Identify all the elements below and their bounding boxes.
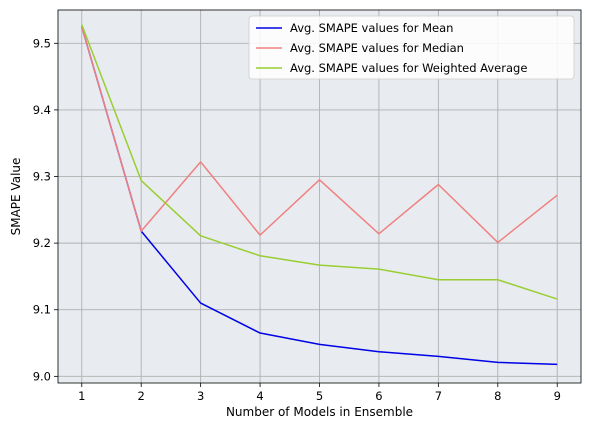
x-tick-label: 8 <box>494 389 501 403</box>
y-axis: 9.0 9.1 9.2 9.3 9.4 9.5 <box>33 36 58 383</box>
series-line-2 <box>81 26 558 244</box>
x-tick-label: 1 <box>78 389 85 403</box>
legend-label-2: Avg. SMAPE values for Median <box>290 41 464 55</box>
y-tick-label: 9.0 <box>33 369 51 383</box>
y-tick-label: 9.4 <box>33 103 51 117</box>
series-line-1 <box>81 26 558 366</box>
x-tick-label: 3 <box>197 389 204 403</box>
y-tick-label: 9.5 <box>33 36 51 50</box>
series-line-3 <box>81 24 558 300</box>
x-tick-label: 4 <box>256 389 263 403</box>
y-axis-label: SMAPE Value <box>9 158 23 236</box>
x-axis: 1 2 3 4 5 6 7 8 9 <box>78 383 561 403</box>
x-tick-label: 2 <box>138 389 145 403</box>
x-tick-label: 9 <box>554 389 561 403</box>
y-tick-label: 9.1 <box>33 303 51 317</box>
x-axis-label: Number of Models in Ensemble <box>226 405 413 419</box>
legend-label-1: Avg. SMAPE values for Mean <box>290 21 453 35</box>
y-tick-label: 9.3 <box>33 170 51 184</box>
legend-label-3: Avg. SMAPE values for Weighted Average <box>290 61 527 75</box>
x-tick-label: 5 <box>316 389 323 403</box>
x-tick-label: 7 <box>435 389 442 403</box>
legend-box <box>248 15 575 80</box>
x-tick-label: 6 <box>375 389 382 403</box>
legend: Avg. SMAPE values for Mean Avg. SMAPE val… <box>248 15 575 80</box>
y-tick-label: 9.2 <box>33 236 51 250</box>
series-layer <box>81 24 558 366</box>
